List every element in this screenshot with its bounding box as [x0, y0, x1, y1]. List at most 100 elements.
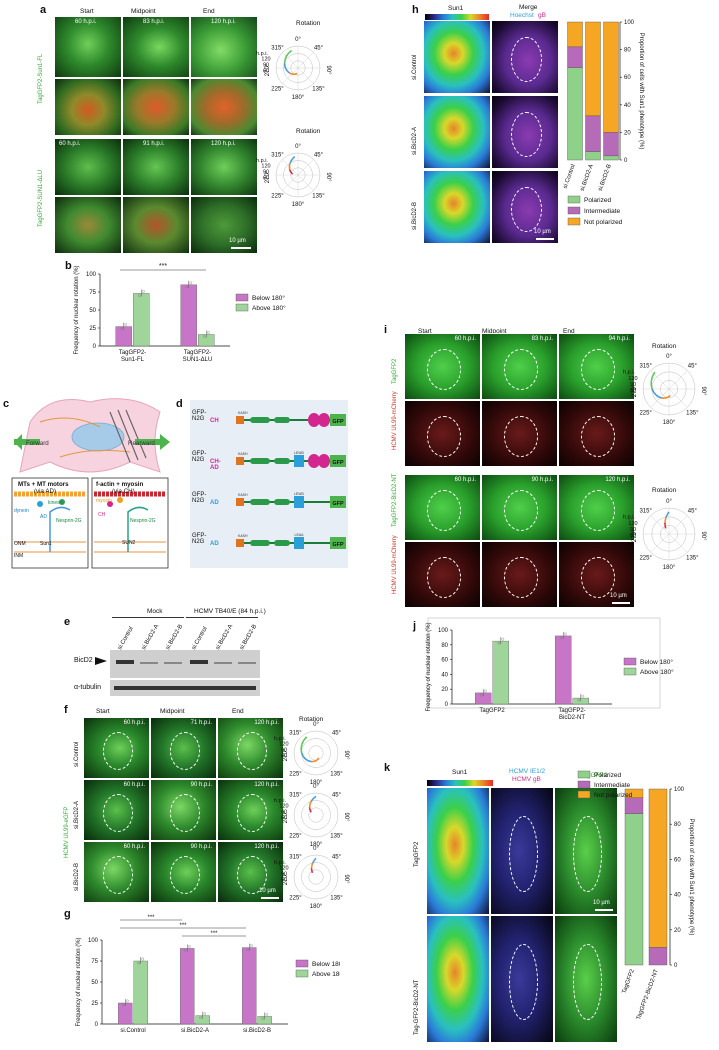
- label-myosin: myosin: [96, 498, 112, 504]
- polar-trace-seg-5: [305, 758, 309, 762]
- box1-title: MTs + MT motors: [18, 481, 69, 488]
- domain-b-3: [274, 540, 290, 546]
- ytick-label-50: 50: [91, 980, 98, 986]
- h-title-merge: Merge: [519, 4, 538, 11]
- f-rotation-title: Rotation: [299, 716, 324, 723]
- nucleus-outline: [503, 348, 538, 390]
- legend-label-1: Intermediate: [584, 208, 621, 215]
- ytick-label-0: 0: [93, 344, 97, 350]
- nucleus-outline: [508, 816, 538, 893]
- dot-1-0-a: [559, 636, 563, 640]
- micrograph-i-3-1: [481, 541, 558, 608]
- nucleus-outline: [572, 816, 602, 893]
- polar-angle-135: 135°: [330, 834, 343, 840]
- ytick-label-60: 60: [674, 857, 681, 863]
- scale-bar: [261, 897, 279, 899]
- micrograph-i-0-1: 83 h.p.i.: [481, 333, 558, 400]
- polar-trace-seg-7: [300, 752, 304, 757]
- legend-swatch-1: [235, 303, 249, 312]
- sig-label-g-2: ***: [210, 931, 218, 937]
- ytick-label-0: 0: [445, 702, 449, 708]
- scale-bar: [595, 909, 613, 911]
- panel-g-label: g: [64, 908, 71, 920]
- label-forward: Forward: [26, 440, 49, 447]
- polar-angle-180: 180°: [310, 842, 323, 848]
- f-col-mid: Midpoint: [160, 708, 185, 715]
- constructs-box: [190, 400, 348, 568]
- panel-j-label: j: [413, 620, 417, 632]
- dot-0-1-a: [137, 294, 141, 297]
- polar-trace-seg-10: [313, 858, 316, 862]
- dot-1-1-a: [202, 335, 206, 338]
- dot-2-1-a: [261, 1017, 265, 1020]
- ad-label-2: LEWD: [294, 492, 305, 496]
- panel-k-label: k: [384, 762, 391, 774]
- polar-angle-135: 135°: [330, 896, 343, 902]
- legend-swatch-1: [577, 780, 591, 789]
- dot-1-1-b: [206, 331, 210, 334]
- ytick-label-20: 20: [441, 687, 448, 693]
- polar-trace-seg-6: [302, 755, 307, 760]
- polar-angle-315: 315°: [289, 792, 302, 798]
- nucleus-outline: [572, 944, 602, 1021]
- dot-1-0-a: [185, 285, 189, 289]
- construct-name-1: GFP-N2G: [192, 451, 207, 463]
- polar-ring-1: [301, 800, 331, 830]
- label-inm: INM: [14, 553, 24, 559]
- domain-b-1: [274, 458, 290, 464]
- y-axis-label: Frequency of nuclear rotation (%): [74, 265, 80, 354]
- gfp-box-0: [330, 414, 346, 426]
- legend-label-1: Intermediate: [594, 782, 631, 789]
- nucleus-outline: [236, 793, 267, 832]
- i-row-label-3: HCMV UL99-mCherry: [392, 535, 398, 594]
- rotation-title-a1: Rotation: [296, 20, 321, 27]
- micrograph-a-3-3: 120 h.p.i.: [190, 138, 258, 196]
- xlabel-0-a: TagGFP2-: [119, 350, 146, 356]
- micrograph-i-3-0: [404, 541, 481, 608]
- dot-1-0-b: [563, 632, 567, 636]
- polar-angle-180: 180°: [310, 780, 323, 786]
- gfp-box-2: [330, 496, 346, 508]
- polar-angle-270: 270°: [283, 872, 289, 885]
- ytick-label-75: 75: [89, 290, 96, 296]
- ad-box-1: [294, 455, 304, 467]
- ytick-label-0: 0: [674, 963, 678, 969]
- nucleus-outline: [511, 37, 542, 83]
- h-row-label-1: si.BicD2-A: [412, 126, 418, 155]
- construct-name-3: GFP-N2G: [192, 533, 207, 545]
- dot-0-0-a: [120, 327, 124, 330]
- ad-label-1: LEWD: [294, 451, 305, 455]
- ytick-label-100: 100: [674, 787, 685, 793]
- label-sun2: SUN2: [122, 540, 136, 546]
- panel-h-label: h: [412, 4, 419, 16]
- scale-bar-label: 10 µm: [534, 229, 551, 235]
- nucleus-outline: [236, 731, 267, 770]
- i-col-end: End: [563, 328, 575, 335]
- label-nesprin-2g-1: Nesprin-2G: [56, 518, 82, 524]
- k-title-ie: HCMV IE1/2: [509, 768, 546, 775]
- col-header-start: Start: [80, 8, 94, 15]
- ytick-label-25: 25: [91, 1001, 98, 1007]
- ytick-label-60: 60: [624, 75, 631, 81]
- polar-trace-seg-8: [310, 799, 313, 802]
- panel-d-label: d: [176, 398, 183, 410]
- i-row-label-2: TagGFP2-BicD2-NT: [392, 473, 398, 527]
- polar-radius-120: 120: [279, 803, 288, 809]
- construct-tag-0: CH: [210, 418, 219, 424]
- panel-e-label: e: [64, 616, 71, 628]
- gfp-label-2: GFP: [332, 501, 344, 507]
- micrograph-i-0-2: 94 h.p.i.: [558, 333, 635, 400]
- dot-1-1-b: [203, 1012, 207, 1016]
- kash-label-2: KASH: [238, 493, 248, 497]
- nucleus-outline: [511, 187, 542, 233]
- polar-angle-180: 180°: [310, 904, 323, 910]
- ch-b-1: [318, 454, 330, 468]
- polar-angle-45: 45°: [332, 792, 342, 798]
- polar-angle-225: 225°: [289, 896, 302, 902]
- label-rearward: Rearward: [128, 440, 155, 447]
- ad-box-3: [294, 537, 304, 549]
- polar-ring-2: [308, 807, 324, 823]
- dot-1-1-a: [577, 698, 581, 702]
- box1-sub: (via AD): [34, 488, 57, 495]
- polar-angle-315: 315°: [289, 730, 302, 736]
